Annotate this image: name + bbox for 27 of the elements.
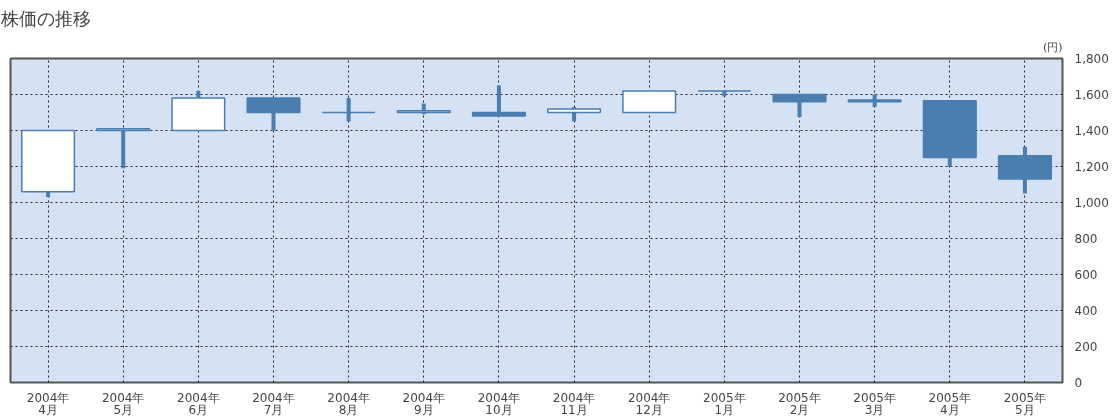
y-tick-label: 1,200 bbox=[1074, 160, 1109, 174]
x-tick-label: 2005年 5月 bbox=[1003, 390, 1047, 418]
x-tick-label: 2004年 4月 bbox=[26, 390, 70, 418]
chart-title: 株価の推移 bbox=[0, 7, 91, 29]
y-tick-label: 200 bbox=[1074, 340, 1098, 354]
candlestick bbox=[321, 98, 376, 122]
x-tick-label: 2005年 1月 bbox=[703, 390, 746, 418]
y-tick-label: 800 bbox=[1074, 232, 1098, 246]
x-tick-label: 2005年 4月 bbox=[928, 390, 972, 418]
y-tick-label: 1,400 bbox=[1074, 124, 1109, 138]
x-tick-label: 2005年 3月 bbox=[853, 390, 896, 418]
x-tick-label: 2005年 2月 bbox=[778, 390, 821, 418]
x-tick-label: 2004年 10月 bbox=[477, 390, 521, 418]
y-tick-label: 1,800 bbox=[1074, 52, 1109, 66]
x-tick-label: 2004年 12月 bbox=[627, 390, 671, 418]
y-tick-label: 0 bbox=[1074, 376, 1083, 390]
y-tick-label: 1,000 bbox=[1074, 196, 1109, 210]
y-tick-label: 1,600 bbox=[1074, 88, 1109, 102]
y-tick-label: 400 bbox=[1074, 304, 1098, 318]
x-tick-label: 2004年 11月 bbox=[552, 390, 596, 418]
x-tick-label: 2004年 8月 bbox=[327, 390, 370, 418]
y-axis-title: (円) bbox=[1042, 40, 1063, 54]
x-tick-label: 2004年 7月 bbox=[252, 390, 295, 418]
x-tick-label: 2004年 9月 bbox=[402, 390, 446, 418]
y-tick-label: 600 bbox=[1074, 268, 1098, 282]
x-tick-label: 2004年 6月 bbox=[177, 390, 220, 418]
x-tick-label: 2004年 5月 bbox=[101, 390, 145, 418]
